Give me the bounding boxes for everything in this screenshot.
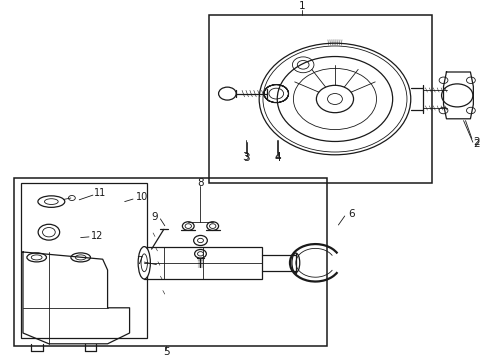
Text: 3: 3 (243, 153, 250, 163)
Text: 4: 4 (273, 152, 280, 162)
Text: 12: 12 (90, 231, 103, 241)
Bar (20, 183, 146, 338)
Text: 11: 11 (94, 188, 106, 198)
Bar (14, 178, 326, 346)
Text: 8: 8 (197, 178, 203, 188)
Text: 2: 2 (472, 137, 479, 147)
Text: 7: 7 (136, 256, 142, 266)
Bar (144, 247, 261, 279)
Text: 5: 5 (163, 347, 169, 357)
Text: 2: 2 (472, 139, 479, 149)
Text: 1: 1 (298, 1, 305, 12)
Text: 6: 6 (347, 209, 354, 219)
Text: 10: 10 (135, 192, 148, 202)
Text: 3: 3 (242, 152, 249, 162)
Ellipse shape (291, 253, 299, 273)
Ellipse shape (138, 247, 150, 279)
Text: 4: 4 (274, 153, 281, 163)
Text: 9: 9 (151, 212, 158, 222)
Bar (209, 15, 431, 183)
